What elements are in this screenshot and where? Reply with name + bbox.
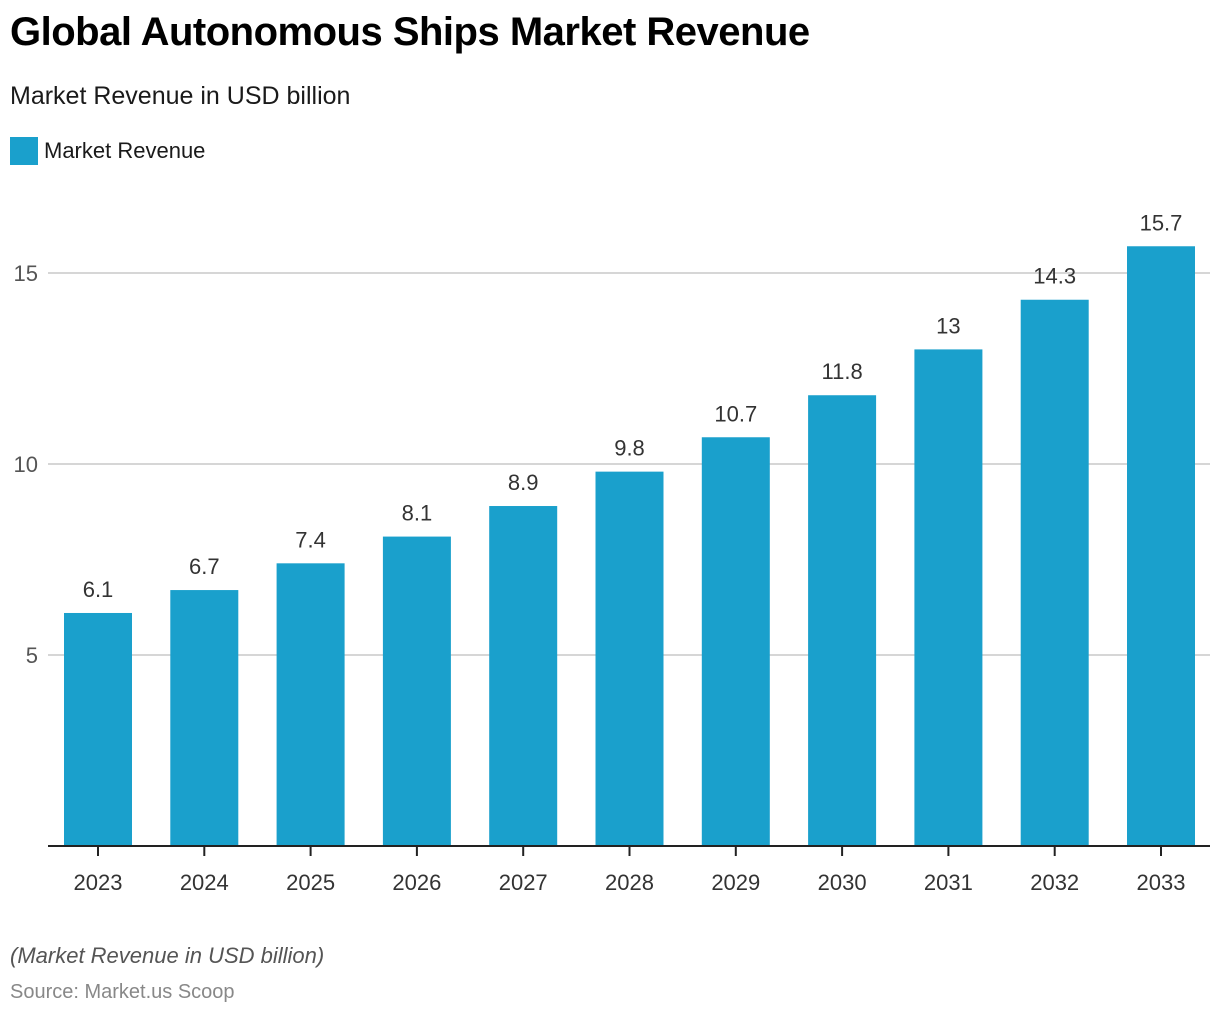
- x-tick-label: 2031: [924, 870, 973, 895]
- x-tick-label: 2033: [1137, 870, 1186, 895]
- data-label: 15.7: [1140, 210, 1183, 235]
- data-label: 9.8: [614, 436, 645, 461]
- x-tick-label: 2029: [711, 870, 760, 895]
- bar: [1127, 246, 1195, 846]
- data-label: 11.8: [822, 359, 863, 384]
- y-tick-label: 15: [14, 261, 38, 286]
- data-label: 10.7: [714, 401, 757, 426]
- bar: [701, 437, 770, 846]
- bars: [64, 246, 1195, 846]
- data-label: 6.1: [83, 577, 114, 602]
- data-labels: 6.1 6.7 7.4 8.1 8.9 9.8 10.7 11.8 13 14.3 15.7: [83, 210, 1183, 602]
- legend: Market Revenue: [10, 137, 205, 165]
- bar: [170, 590, 239, 846]
- data-label: 8.1: [402, 501, 433, 526]
- bar: [489, 506, 558, 846]
- bar: [276, 563, 345, 846]
- footnote: (Market Revenue in USD billion): [10, 943, 325, 968]
- legend-label: Market Revenue: [44, 138, 206, 163]
- x-tick-label: 2024: [180, 870, 229, 895]
- chart-subtitle: Market Revenue in USD billion: [10, 82, 351, 110]
- data-label: 6.7: [189, 554, 220, 579]
- x-tick-label: 2026: [392, 870, 441, 895]
- data-label: 8.9: [508, 470, 539, 495]
- y-tick-label: 10: [14, 452, 38, 477]
- x-tick-label: 2025: [286, 870, 335, 895]
- y-axis-ticks: 5 10 15: [14, 261, 38, 668]
- x-axis: 2023 2024 2025 2026 2027 2028 2029 2030 2031 2032…: [48, 845, 1210, 895]
- x-tick-label: 2032: [1030, 870, 1079, 895]
- bar: [382, 536, 451, 846]
- x-tick-label: 2027: [499, 870, 548, 895]
- x-tick-label: 2028: [605, 870, 654, 895]
- bar: [808, 395, 877, 846]
- data-label: 14.3: [1033, 264, 1076, 289]
- source-text: Source: Market.us Scoop: [10, 981, 235, 1003]
- data-label: 13: [936, 313, 960, 338]
- bar: [64, 612, 132, 846]
- bar: [914, 349, 983, 846]
- x-tick-label: 2023: [74, 870, 123, 895]
- legend-swatch: [10, 137, 38, 165]
- bar: [1020, 299, 1089, 846]
- data-label: 7.4: [295, 527, 326, 552]
- chart-title: Global Autonomous Ships Market Revenue: [10, 10, 810, 54]
- bar: [595, 471, 664, 846]
- x-tick-label: 2030: [818, 870, 867, 895]
- y-tick-label: 5: [26, 643, 38, 668]
